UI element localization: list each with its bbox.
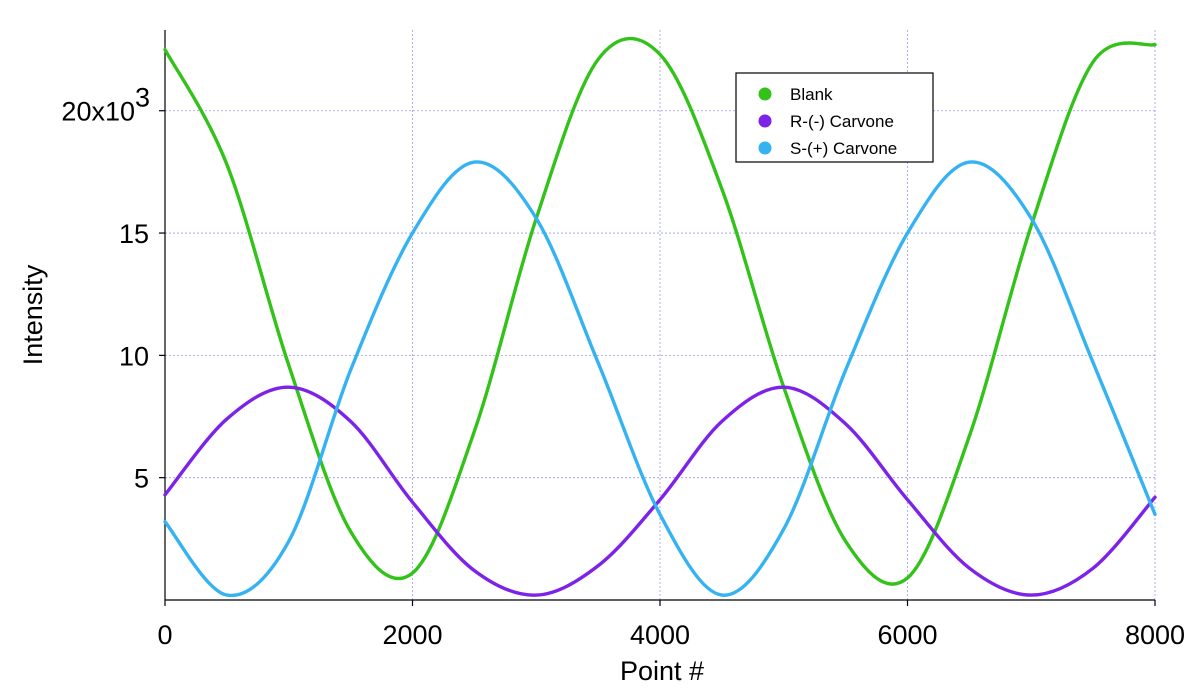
y-tick-label: 15 bbox=[119, 219, 149, 249]
y-exponent-label: 3 bbox=[135, 83, 150, 113]
grid bbox=[165, 30, 1156, 600]
x-tick-label: 8000 bbox=[1125, 620, 1185, 650]
series-layer bbox=[163, 36, 1157, 598]
x-ticks: 0 2000 4000 6000 8000 bbox=[157, 600, 1185, 650]
x-axis-title: Point # bbox=[620, 656, 704, 686]
y-tick-label: 20x10 bbox=[61, 97, 135, 127]
x-tick-label: 4000 bbox=[630, 620, 690, 650]
x-tick-label: 0 bbox=[157, 620, 172, 650]
legend-marker bbox=[758, 141, 772, 155]
y-axis-title: Intensity bbox=[18, 264, 48, 365]
legend-label: R-(-) Carvone bbox=[790, 112, 894, 131]
legend-label: S-(+) Carvone bbox=[790, 139, 897, 158]
y-tick-label: 10 bbox=[119, 341, 149, 371]
legend-items: Blank R-(-) Carvone S-(+) Carvone bbox=[758, 85, 897, 158]
legend-marker bbox=[758, 87, 772, 101]
series-line-blank bbox=[163, 36, 1157, 586]
legend-label: Blank bbox=[790, 85, 833, 104]
series-line-s-carvone bbox=[163, 160, 1157, 598]
x-tick-label: 6000 bbox=[877, 620, 937, 650]
y-ticks: 5 10 15 20x10 3 bbox=[61, 83, 165, 494]
legend-marker bbox=[758, 114, 772, 128]
y-tick-label: 5 bbox=[134, 464, 149, 494]
x-tick-label: 2000 bbox=[382, 620, 442, 650]
legend: Blank R-(-) Carvone S-(+) Carvone bbox=[735, 72, 934, 163]
